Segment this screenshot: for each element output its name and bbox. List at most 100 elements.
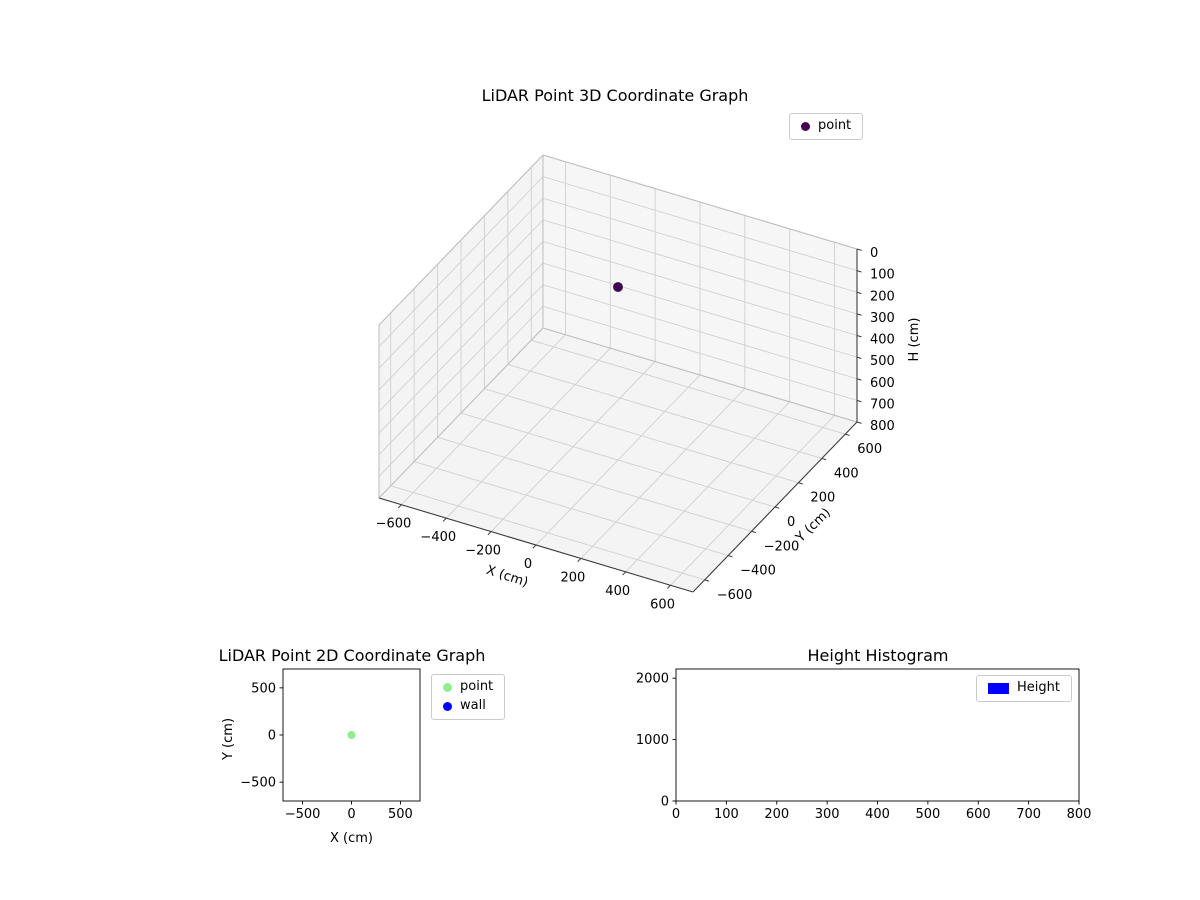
chart-3d-legend: point [789, 113, 864, 140]
y-tick [798, 482, 803, 485]
z-tick-label: 500 [870, 354, 895, 369]
z-tick-label: 400 [870, 333, 895, 348]
z-grid-line [378, 284, 544, 456]
z-grid-line [542, 197, 858, 293]
y-grid-line [460, 412, 776, 508]
x-tick-label: 100 [714, 807, 739, 822]
y-tick [704, 579, 710, 582]
z-tick [856, 270, 862, 273]
z-grid-line [378, 176, 544, 347]
x-tick-label: 0 [672, 807, 680, 822]
box-edge [378, 154, 544, 326]
legend-entry-point: point [801, 118, 852, 134]
legend-entry-wall: wall [443, 697, 493, 714]
y-tick-label: −400 [740, 564, 776, 579]
legend-label: point [460, 679, 494, 694]
x-tick-label: 200 [560, 570, 585, 585]
x-tick-label: 500 [915, 807, 940, 822]
z-grid-line [542, 284, 858, 380]
x-tick-label: −600 [376, 517, 412, 532]
y-tick-label: −200 [764, 539, 800, 554]
x-tick-label: 0 [347, 807, 355, 822]
y-axis-label: Y (cm) [793, 505, 834, 546]
point-marker-icon [801, 121, 810, 131]
y-tick-label: 2000 [636, 672, 669, 687]
x-tick [487, 531, 492, 536]
x-tick [577, 558, 582, 562]
chart-2d-title: LiDAR Point 2D Coordinate Graph [218, 646, 486, 665]
y-axis-label: Y (cm) [221, 718, 236, 761]
histogram-title: Height Histogram [807, 646, 949, 665]
y-tick-label: 0 [268, 729, 276, 744]
z-grid-line [542, 262, 858, 358]
legend-entry-height: Height [988, 680, 1060, 696]
z-grid-line [378, 306, 544, 477]
z-tick-label: 700 [870, 397, 895, 412]
x-tick [532, 544, 537, 549]
z-axis-label: H (cm) [907, 318, 922, 362]
z-tick [856, 291, 862, 295]
y-tick-label: −500 [240, 776, 276, 791]
x-tick [622, 571, 627, 576]
y-tick [845, 433, 850, 436]
box-edge [378, 327, 544, 499]
x-tick [667, 584, 671, 589]
x-tick-label: 800 [1067, 807, 1092, 822]
y-grid-line [437, 436, 752, 532]
z-grid-line [378, 219, 544, 391]
x-tick-label: 300 [815, 807, 840, 822]
y-tick [774, 506, 780, 509]
z-tick [856, 335, 862, 338]
z-grid-line [542, 241, 858, 336]
wall-marker-icon [443, 701, 452, 711]
z-grid-line [378, 197, 544, 369]
chart-2d-legend: point wall [431, 674, 506, 720]
y-tick-label: −600 [717, 588, 753, 603]
z-grid-line [542, 219, 858, 315]
z-tick [856, 399, 862, 403]
scatter3d-point [613, 282, 623, 292]
legend-label: wall [460, 697, 486, 713]
z-tick-label: 800 [870, 419, 895, 434]
z-tick-label: 200 [870, 289, 895, 304]
x-tick-label: 400 [865, 807, 890, 822]
x-tick-label: 600 [966, 807, 991, 822]
x-tick-label: −200 [465, 544, 501, 559]
y-tick-label: 500 [251, 681, 276, 696]
y-tick-label: 400 [834, 466, 859, 481]
legend-entry-point: point [443, 679, 494, 695]
x-tick-label: 500 [388, 807, 413, 822]
y-tick-label: 600 [857, 442, 882, 457]
box-edge [542, 327, 858, 423]
z-tick [856, 356, 862, 360]
legend-label: point [818, 118, 852, 133]
z-tick [856, 313, 862, 316]
y-grid-line [484, 388, 799, 484]
z-tick [856, 421, 862, 424]
y-tick-label: 1000 [636, 733, 669, 748]
x-tick-label: 200 [764, 807, 789, 822]
box-edge [542, 154, 858, 250]
z-tick [856, 378, 862, 381]
x-tick-label: 700 [1016, 807, 1041, 822]
y-grid-line [507, 363, 822, 459]
y-tick [751, 530, 757, 534]
z-grid-line [378, 262, 544, 434]
y-tick-label: 0 [661, 795, 669, 810]
x-tick-label: −400 [420, 530, 456, 545]
x-tick [397, 504, 402, 509]
x-tick-label: 400 [605, 584, 630, 599]
y-tick [821, 457, 827, 461]
x-axis-label: X (cm) [330, 831, 373, 846]
x-tick-label: 0 [524, 557, 532, 572]
y-tick [727, 555, 733, 558]
z-tick [856, 248, 862, 251]
z-tick-label: 100 [870, 268, 895, 283]
y-tick-label: 0 [787, 515, 795, 530]
x-tick-label: 600 [650, 597, 675, 612]
z-grid-line [542, 305, 858, 401]
y-grid-line [414, 461, 729, 557]
histogram-legend: Height [976, 675, 1072, 702]
